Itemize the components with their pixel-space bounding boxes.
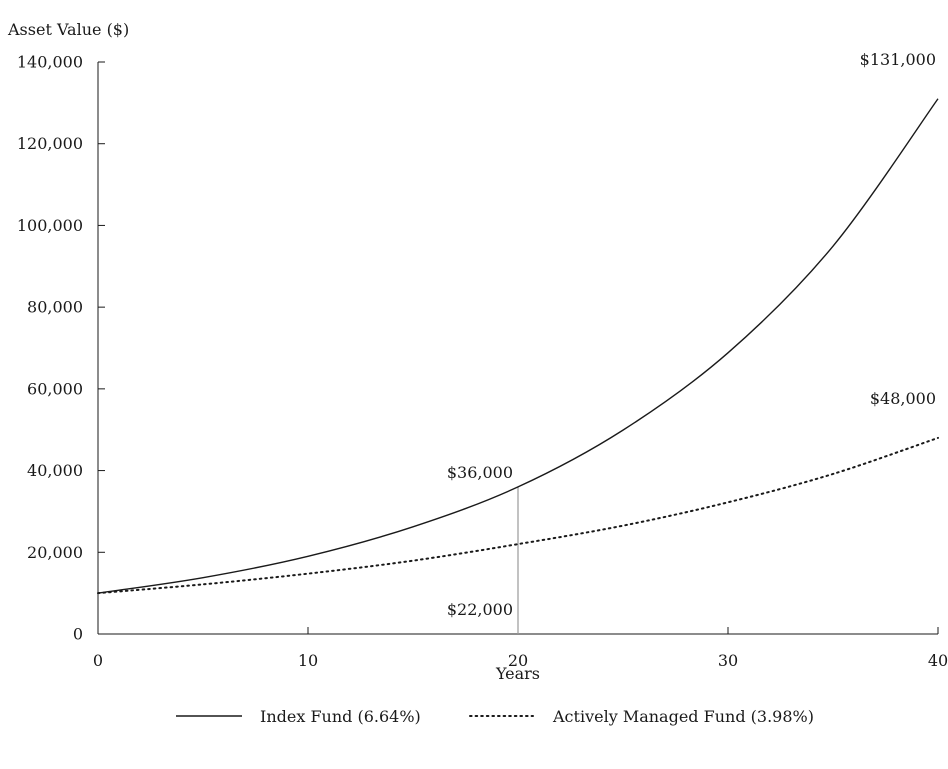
y-tick-label: 0 xyxy=(73,625,83,644)
x-tick-label: 40 xyxy=(928,651,948,670)
annotations-group: $131,000 $48,000 $36,000 $22,000 xyxy=(447,50,936,619)
series-line-index-fund xyxy=(97,98,939,594)
y-tick-label: 140,000 xyxy=(17,53,83,72)
y-tick-label: 40,000 xyxy=(27,461,83,480)
value-annotation: $48,000 xyxy=(870,389,936,408)
legend-label-index-fund: Index Fund (6.64%) xyxy=(260,707,421,726)
x-tick-label: 30 xyxy=(718,651,738,670)
value-annotation: $36,000 xyxy=(447,463,513,482)
y-tick-label: 120,000 xyxy=(17,134,83,153)
legend-label-actively-managed-fund: Actively Managed Fund (3.98%) xyxy=(552,707,814,726)
series-line-actively-managed-fund xyxy=(97,436,939,595)
legend: Index Fund (6.64%) Actively Managed Fund … xyxy=(176,707,814,726)
axes: 0 20,000 40,000 60,000 80,000 100,000 120,000 1… xyxy=(7,20,948,683)
x-tick-label: 0 xyxy=(93,651,103,670)
y-tick-label: 80,000 xyxy=(27,298,83,317)
y-tick-label: 100,000 xyxy=(17,216,83,235)
series-group xyxy=(97,98,939,595)
value-annotation: $131,000 xyxy=(860,50,936,69)
y-tick-label: 60,000 xyxy=(27,379,83,398)
value-annotation: $22,000 xyxy=(447,600,513,619)
x-tick-label: 10 xyxy=(298,651,318,670)
x-tick-label: 20 xyxy=(508,651,528,670)
x-axis-label: Years xyxy=(495,664,540,683)
y-axis-label: Asset Value ($) xyxy=(7,20,129,39)
y-tick-label: 20,000 xyxy=(27,543,83,562)
